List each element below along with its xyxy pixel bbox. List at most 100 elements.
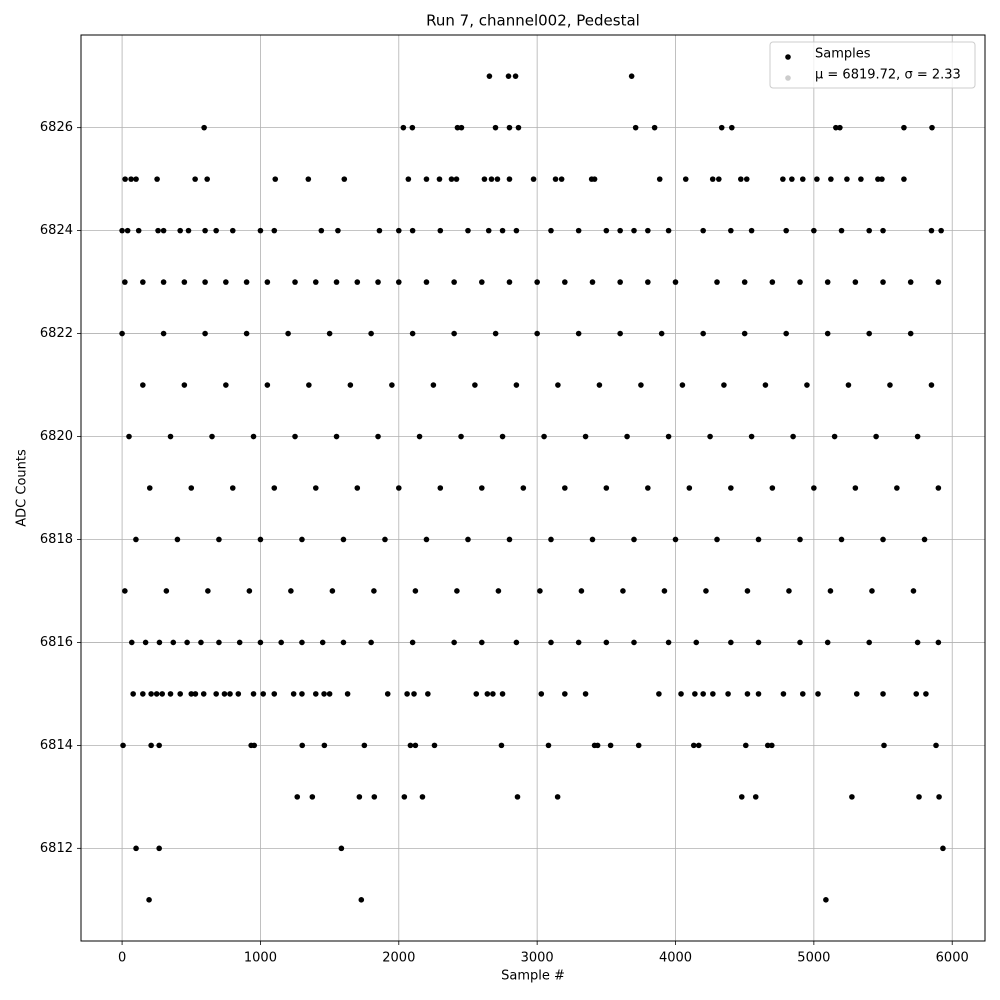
data-point [815,691,821,697]
data-point [412,742,419,749]
data-point [278,639,284,646]
data-point [790,433,796,440]
data-point [160,330,167,337]
data-point [451,279,457,285]
data-point [437,485,444,491]
data-point [454,588,460,594]
data-point [122,176,128,182]
x-tick-label: 4000 [659,951,692,966]
data-point [866,330,872,337]
data-point [940,845,946,852]
data-point [177,227,183,234]
data-point [797,536,803,543]
data-point [607,742,614,749]
data-point [665,227,672,234]
data-point [589,536,596,543]
data-point [264,279,271,285]
data-point [354,279,361,285]
x-tick-label: 1000 [244,951,277,966]
data-point [423,176,430,182]
data-point [538,691,545,697]
data-point [133,176,139,182]
data-point [292,433,298,440]
data-point [344,691,351,697]
data-point [361,742,368,749]
data-point [755,639,762,646]
data-point [209,433,215,440]
data-point [783,227,789,234]
data-point [412,588,419,594]
data-point [333,433,340,440]
data-point [505,73,512,79]
data-point [431,742,438,749]
data-point [358,897,365,903]
data-point [853,691,860,697]
data-point [632,124,639,131]
data-point [617,330,623,337]
data-point [347,382,354,388]
data-point [935,279,942,285]
data-point [645,485,651,491]
data-point [693,639,700,646]
data-point [326,691,333,697]
data-point [227,691,233,697]
data-point [914,433,921,440]
data-point [710,691,716,697]
data-point [356,794,363,800]
data-point [198,639,204,646]
data-point [223,382,229,388]
data-point [780,691,787,697]
data-point [638,382,644,388]
data-point [329,588,336,594]
data-point [881,742,887,749]
data-point [140,279,146,285]
data-point [156,639,163,646]
data-point [656,691,662,697]
data-point [492,330,499,337]
data-point [755,536,762,543]
data-point [243,330,250,337]
data-point [292,279,298,285]
data-point [928,227,935,234]
data-point [686,485,693,491]
data-point [786,588,792,594]
data-point [368,330,374,337]
data-point [271,227,278,234]
data-point [741,279,748,285]
data-point [448,176,455,182]
plot-frame [80,34,986,942]
data-point [752,794,759,800]
data-point [875,176,881,182]
data-point [382,536,388,543]
data-point [498,742,505,749]
x-tick-label: 2000 [382,951,415,966]
data-point [679,382,686,388]
y-tick-label: 6820 [40,429,73,444]
data-point [437,227,444,234]
data-point [901,176,907,182]
data-point [768,742,775,749]
data-point [401,794,408,800]
data-point [797,639,803,646]
data-point [682,176,689,182]
data-point [340,639,347,646]
data-point [192,691,199,697]
legend-marker [785,54,791,60]
data-point [880,691,886,697]
data-point [229,227,236,234]
data-point [828,176,834,182]
data-point [146,485,153,491]
data-point [205,588,211,594]
data-point [645,227,651,234]
data-point [246,588,253,594]
data-point [562,485,568,491]
data-point [620,588,626,594]
data-point [596,382,603,388]
data-point [321,691,327,697]
data-point [494,176,501,182]
data-point [319,639,326,646]
data-point [831,433,838,440]
data-point [534,279,540,285]
data-point [416,433,423,440]
